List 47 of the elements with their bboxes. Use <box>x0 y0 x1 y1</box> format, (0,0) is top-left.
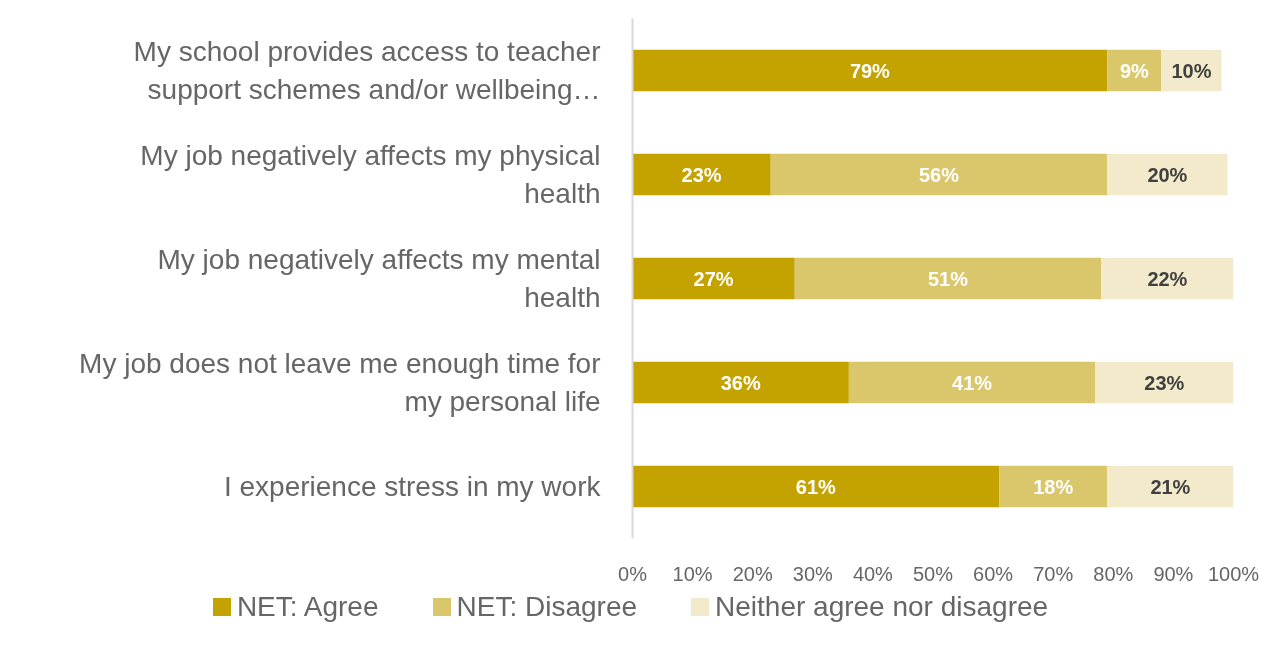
legend-label: Neither agree nor disagree <box>715 590 1049 624</box>
y-tick-label: My job negatively affects my physical health <box>140 139 601 210</box>
data-label: 22% <box>1147 267 1188 290</box>
legend-label: NET: Disagree <box>456 590 638 624</box>
y-tick-label: My job negatively affects my mental health <box>157 243 601 314</box>
data-label: 41% <box>952 371 993 394</box>
x-tick-label: 40% <box>852 562 894 585</box>
data-label: 18% <box>1033 475 1074 498</box>
x-tick-label: 60% <box>973 562 1014 585</box>
bar <box>1107 153 1228 196</box>
bar <box>1095 361 1234 404</box>
data-label: 9% <box>1119 59 1149 82</box>
x-tick-label: 0% <box>618 562 648 585</box>
bar <box>632 361 849 404</box>
data-label: 20% <box>1147 163 1188 186</box>
data-label: 79% <box>849 59 891 82</box>
y-tick-label: I experience stress in my work <box>223 471 602 502</box>
x-tick-label: 100% <box>1207 562 1260 585</box>
data-label: 27% <box>693 267 734 290</box>
data-label: 61% <box>795 475 837 498</box>
x-tick-label: 50% <box>912 562 954 585</box>
x-tick-label: 70% <box>1033 562 1074 585</box>
bar <box>848 361 1096 404</box>
data-label: 56% <box>919 163 960 186</box>
data-label: 36% <box>720 371 761 394</box>
bar <box>1107 465 1234 508</box>
data-label: 51% <box>928 267 969 290</box>
bar <box>632 153 771 196</box>
bar <box>794 257 1102 300</box>
data-label: 23% <box>681 163 722 186</box>
bar <box>632 465 1000 508</box>
bar <box>770 153 1108 196</box>
x-tick-label: 90% <box>1153 562 1194 585</box>
bar <box>1101 257 1234 300</box>
y-tick-label: My school provides access to teacher support schemes and/or wellbeing… <box>133 35 601 106</box>
legend-label: NET: Agree <box>236 590 379 624</box>
x-tick-label: 20% <box>732 562 773 585</box>
bar <box>999 465 1108 508</box>
x-tick-label: 30% <box>792 562 834 585</box>
x-tick-label: 10% <box>672 562 713 585</box>
data-label: 21% <box>1150 475 1191 498</box>
bar <box>632 257 795 300</box>
bar <box>632 49 1108 92</box>
data-label: 10% <box>1171 59 1212 82</box>
y-tick-label: My job does not leave me enough time for my personal life <box>79 347 601 418</box>
x-tick-label: 80% <box>1093 562 1134 585</box>
data-label: 23% <box>1144 371 1185 394</box>
